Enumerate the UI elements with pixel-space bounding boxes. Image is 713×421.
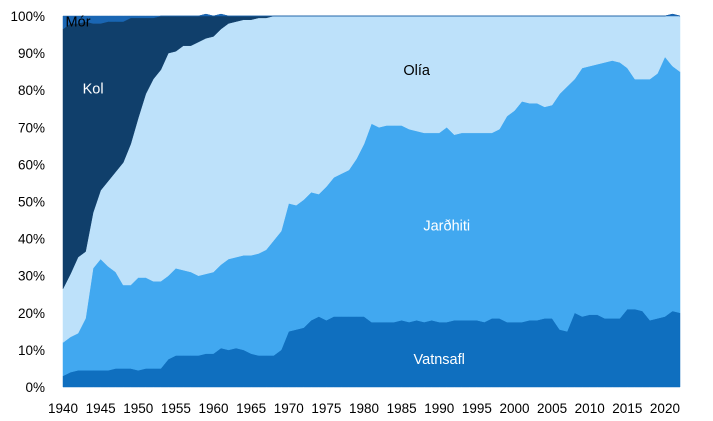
series-label-vatnsafl: Vatnsafl [414,352,465,368]
x-tick-label: 2000 [499,401,529,416]
x-tick-label: 1985 [387,401,417,416]
y-tick-label: 40% [18,232,45,247]
y-tick-label: 20% [18,306,45,321]
x-tick-label: 1950 [123,401,153,416]
x-tick-label: 1970 [274,401,304,416]
y-tick-label: 90% [18,46,45,61]
y-tick-label: 100% [10,9,45,24]
area-mor [62,13,681,30]
series-label-mor: Mór [66,15,91,31]
x-axis: 1940 1945 1950 1955 1960 1965 1970 1975 1980 1985… [48,401,680,416]
y-tick-label: 50% [18,195,45,210]
x-tick-label: 1955 [161,401,191,416]
series-label-olia: Olía [403,63,431,79]
x-tick-label: 1980 [349,401,379,416]
y-tick-label: 70% [18,120,45,135]
x-tick-label: 2005 [537,401,567,416]
series-label-kol: Kol [83,81,104,97]
x-tick-label: 1990 [424,401,454,416]
x-tick-label: 1975 [311,401,341,416]
x-tick-label: 1965 [236,401,266,416]
y-tick-label: 30% [18,269,45,284]
x-tick-label: 1995 [462,401,492,416]
series-label-jar-hiti: Jarðhiti [423,219,470,235]
x-tick-label: 1940 [48,401,78,416]
y-axis: 0% 10% 20% 30% 40% 50% 60% 70% 80% 90% 100% [10,9,45,395]
x-tick-label: 2020 [650,401,680,416]
y-tick-label: 10% [18,343,45,358]
series-labels: Mór Kol Olía Jarðhiti Vatnsafl [66,15,471,369]
x-tick-label: 2015 [612,401,642,416]
x-tick-label: 1960 [198,401,228,416]
x-tick-label: 2010 [575,401,605,416]
y-tick-label: 80% [18,83,45,98]
area-series-group [62,13,681,388]
y-tick-label: 0% [25,380,45,395]
y-tick-label: 60% [18,157,45,172]
x-tick-label: 1945 [86,401,116,416]
